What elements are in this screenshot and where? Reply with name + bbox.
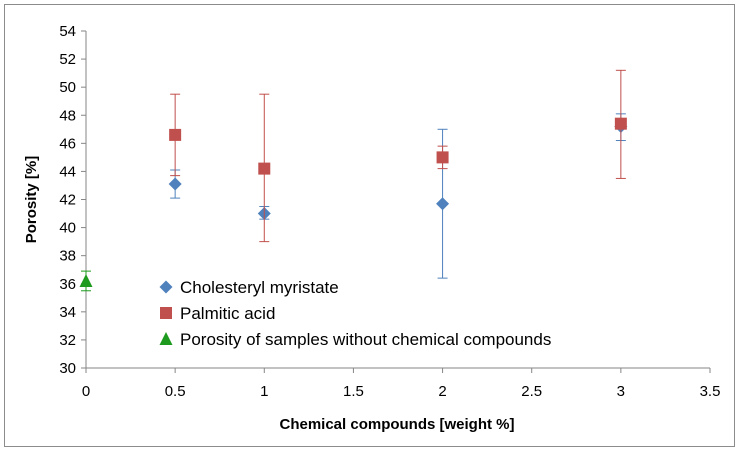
legend-marker-triangle [159, 332, 173, 345]
x-tick-label: 3 [617, 383, 625, 400]
y-tick-label: 48 [59, 107, 76, 124]
data-point-diamond [436, 197, 450, 211]
data-point-square [258, 162, 271, 175]
data-point-square [169, 128, 182, 141]
x-tick-label: 1 [260, 383, 268, 400]
y-tick-label: 44 [59, 163, 76, 180]
x-tick-label: 1.5 [343, 383, 364, 400]
data-point-square [614, 117, 627, 130]
legend-label: Porosity of samples without chemical com… [180, 330, 551, 349]
y-axis-title: Porosity [%] [23, 156, 40, 244]
legend-marker-diamond [159, 280, 173, 294]
y-tick-label: 50 [59, 79, 76, 96]
y-tick-label: 36 [59, 276, 76, 293]
x-tick-label: 3.5 [700, 383, 721, 400]
x-axis-title: Chemical compounds [weight %] [279, 416, 514, 433]
series-triangle [79, 270, 93, 292]
axes [85, 31, 710, 369]
y-tick-label: 34 [59, 304, 76, 321]
y-tick-label: 30 [59, 360, 76, 377]
y-tick-label: 52 [59, 51, 76, 68]
x-tick-label: 2.5 [521, 383, 542, 400]
legend: Cholesteryl myristate Palmitic acid Porosi… [159, 278, 551, 349]
y-tick-label: 54 [59, 23, 76, 40]
legend-marker-square [160, 307, 172, 319]
y-tick-label: 38 [59, 248, 76, 265]
y-tick-label: 42 [59, 192, 76, 209]
y-axis-ticks: 30 32 34 36 38 40 42 44 46 48 50 52 54 [59, 23, 86, 377]
legend-label: Cholesteryl myristate [180, 278, 339, 297]
y-tick-label: 32 [59, 332, 76, 349]
series-square [169, 69, 627, 243]
x-tick-label: 2 [438, 383, 446, 400]
series-diamond [168, 113, 628, 279]
x-tick-label: 0.5 [165, 383, 186, 400]
y-tick-label: 40 [59, 220, 76, 237]
x-axis-ticks: 0 0.5 1 1.5 2 2.5 3 3.5 [82, 368, 721, 400]
chart-frame [4, 4, 735, 447]
data-point-square [436, 151, 449, 164]
data-point-triangle [79, 273, 93, 287]
data-point-diamond [168, 177, 182, 191]
x-tick-label: 0 [82, 383, 90, 400]
chart-marks [79, 69, 628, 292]
y-tick-label: 46 [59, 135, 76, 152]
legend-label: Palmitic acid [180, 304, 275, 323]
